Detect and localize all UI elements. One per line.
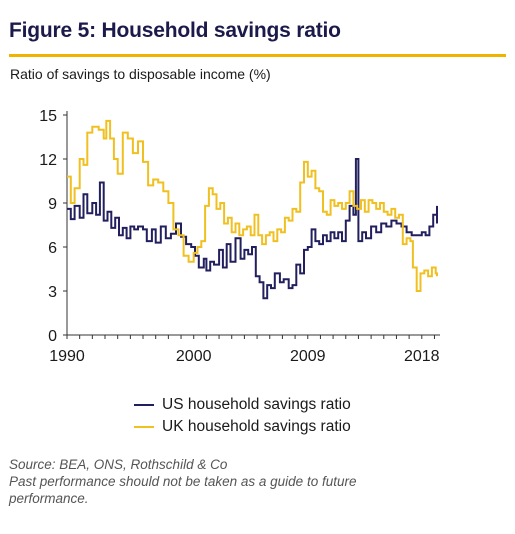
uk-savings-line [67,119,438,292]
disclaimer-line-2: performance. [9,491,89,506]
disclaimer-line: Past performance should not be taken as … [9,474,357,489]
chart-title: Figure 5: Household savings ratio [9,19,341,42]
legend-label-uk: UK household savings ratio [162,418,351,435]
x-tick-label: 2000 [176,348,212,365]
x-tick-label: 2018 [404,348,440,365]
x-tick-label: 2009 [290,348,326,365]
savings-ratio-chart: 0 3 6 9 12 15 1990 2000 2009 2018 [39,108,440,365]
y-tick-label: 9 [48,196,57,213]
legend-item-us: US household savings ratio [134,396,351,414]
source-note: Source: BEA, ONS, Rothschild & Co Past p… [9,456,469,507]
y-tick-label: 0 [48,328,57,345]
legend-item-uk: UK household savings ratio [134,418,351,436]
legend-swatch-uk [134,426,154,428]
chart-subtitle: Ratio of savings to disposable income (%… [10,66,271,82]
x-tick-label: 1990 [49,348,85,365]
us-savings-line [67,158,438,300]
title-divider [9,54,506,57]
y-tick-label: 3 [48,284,57,301]
y-tick-label: 6 [48,240,57,257]
legend-label-us: US household savings ratio [162,396,351,413]
source-line: Source: BEA, ONS, Rothschild & Co [9,457,228,472]
y-tick-label: 15 [39,108,57,125]
legend-swatch-us [134,404,154,406]
y-tick-label: 12 [39,152,57,169]
